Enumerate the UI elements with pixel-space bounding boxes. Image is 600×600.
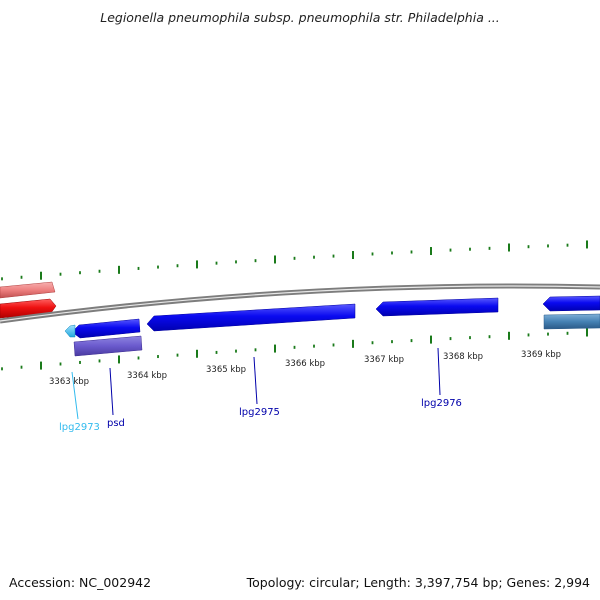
gene-arrow-lpg2976[interactable]	[375, 297, 499, 317]
ruler-tick-label: 3365 kbp	[206, 365, 246, 375]
gene-arrow-lpg2975[interactable]	[146, 303, 356, 332]
leader-line-lpg2975	[253, 356, 258, 405]
ruler-tick-label: 3363 kbp	[49, 377, 89, 387]
genome-summary-label: Topology: circular; Length: 3,397,754 bp…	[246, 575, 590, 590]
map-title: Legionella pneumophila subsp. pneumophil…	[100, 10, 500, 25]
feature-steelblue[interactable]	[543, 313, 600, 330]
gene-label-lpg2976[interactable]: lpg2976	[421, 398, 462, 409]
ruler-tick-label: 3364 kbp	[127, 371, 167, 381]
ruler-tick-label: 3369 kbp	[521, 350, 561, 360]
gene-arrow-pseudo[interactable]	[0, 281, 56, 299]
outer-tick-track	[1, 240, 588, 281]
gene-label-psd[interactable]: psd	[107, 418, 125, 429]
feature-rna-psd[interactable]	[73, 335, 143, 357]
gene-arrow-lpg2973[interactable]	[64, 324, 76, 338]
inner-tick-track	[1, 328, 588, 371]
ruler-labels: 3363 kbp 3364 kbp 3365 kbp 3366 kbp 3367…	[49, 350, 561, 387]
gene-arrow-psd[interactable]	[71, 318, 141, 339]
gene-label-lpg2973[interactable]: lpg2973	[59, 422, 100, 433]
ruler-tick-label: 3366 kbp	[285, 359, 325, 369]
accession-label: Accession: NC_002942	[9, 575, 152, 590]
ruler-tick-label: 3367 kbp	[364, 355, 404, 365]
ruler-tick-label: 3368 kbp	[443, 352, 483, 362]
backbone-highlight	[0, 285, 600, 322]
leader-line-psd	[109, 367, 114, 416]
leader-line-lpg2973	[71, 371, 79, 420]
gene-label-lpg2975[interactable]: lpg2975	[239, 407, 280, 418]
gene-arrow-right[interactable]	[542, 295, 600, 312]
leader-line-lpg2976	[437, 347, 441, 396]
